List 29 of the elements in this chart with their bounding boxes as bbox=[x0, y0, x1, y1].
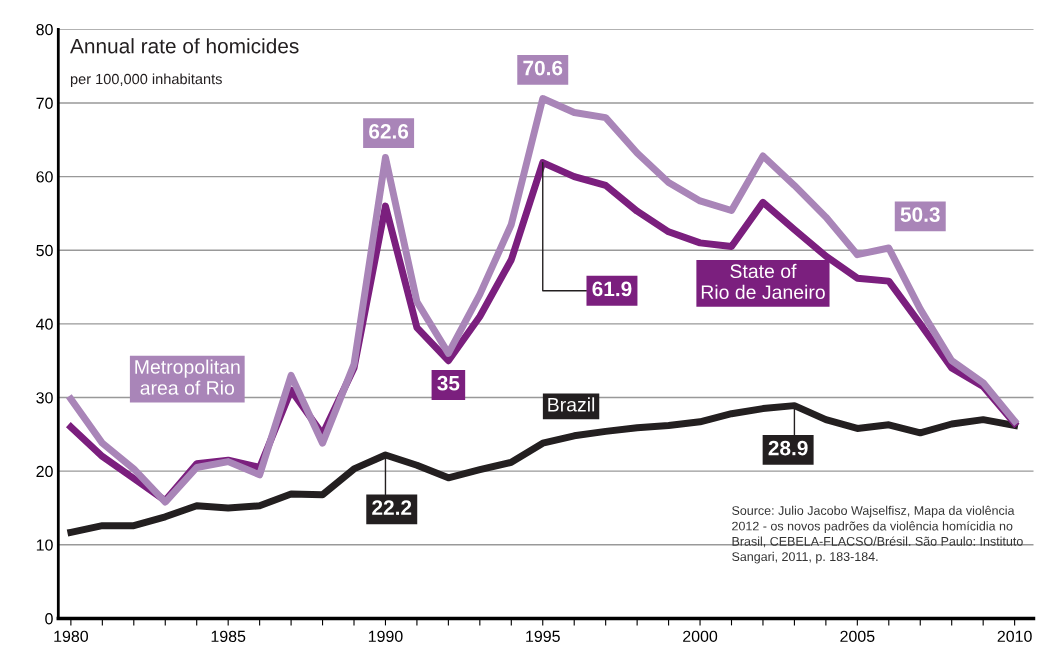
x-tick-label: 1995 bbox=[526, 630, 560, 642]
chart-title: Annual rate of homicides bbox=[70, 38, 299, 54]
series-label: State of Rio de Janeiro bbox=[701, 263, 825, 300]
y-tick-label: 10 bbox=[36, 539, 53, 551]
series-label: Brazil bbox=[548, 397, 595, 412]
data-label: 35 bbox=[437, 375, 460, 391]
data-label: 62.6 bbox=[369, 123, 409, 139]
y-tick-label: 80 bbox=[36, 23, 53, 36]
x-tick-label: 1980 bbox=[54, 630, 89, 642]
text: Metropolitan area of Rio bbox=[135, 359, 240, 395]
data-label: 70.6 bbox=[523, 60, 563, 76]
x-tick-label: 2010 bbox=[997, 630, 1032, 642]
data-label: 28.9 bbox=[768, 440, 808, 456]
y-tick-label: 40 bbox=[36, 318, 53, 330]
y-tick-label: 0 bbox=[45, 613, 53, 625]
x-tick-label: 1985 bbox=[211, 630, 246, 642]
y-tick-label: 60 bbox=[36, 171, 53, 183]
text: per 100,000 inhabitants bbox=[70, 73, 222, 88]
annotation: Source: Julio Jacobo Wajselfisz, Mapa da violência 2012 - os novos padrões da violência homícidia no Brasil, CEBELA-FLACSO/Brésil. São Paulo: Instituto Sangari, 2011, p. 183-184. bbox=[732, 505, 1023, 564]
x-tick-label: 2000 bbox=[683, 630, 718, 642]
x-tick-label: 1990 bbox=[368, 630, 403, 642]
data-label: 22.2 bbox=[372, 500, 412, 515]
y-tick-label: 70 bbox=[36, 97, 53, 109]
y-tick-label: 30 bbox=[36, 392, 53, 404]
x-tick-label: 2005 bbox=[840, 630, 875, 642]
data-label: 50.3 bbox=[900, 207, 940, 222]
data-label: 61.9 bbox=[592, 281, 632, 297]
y-tick-label: 50 bbox=[36, 244, 53, 257]
y-tick-label: 20 bbox=[36, 465, 53, 478]
